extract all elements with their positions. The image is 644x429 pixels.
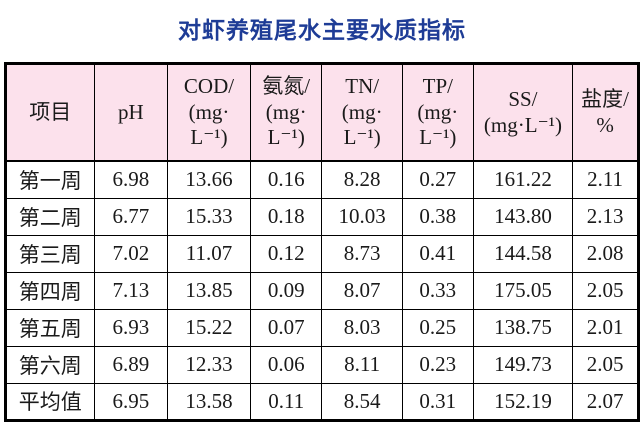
column-header-ph: pH	[93, 63, 169, 162]
table-cell: 0.18	[249, 197, 323, 236]
table-cell: 0.16	[249, 160, 323, 199]
table-cell: 6.93	[93, 308, 169, 347]
table-cell: 2.05	[572, 271, 639, 310]
table-cell: 161.22	[472, 160, 574, 199]
table-cell: 2.05	[572, 345, 639, 384]
table-cell: 0.38	[401, 197, 474, 236]
table-cell: 7.13	[93, 271, 169, 310]
table-cell: 6.95	[93, 382, 169, 421]
table-cell: 0.25	[401, 308, 474, 347]
table-cell: 0.07	[249, 308, 323, 347]
table-cell: 15.33	[167, 197, 251, 236]
table-row-week5: 第五周 6.93 15.22 0.07 8.03 0.25 138.75 2.0…	[5, 308, 639, 347]
table-cell: 13.58	[167, 382, 251, 421]
table-cell: 0.27	[401, 160, 474, 199]
table-header-row: 项目 pH COD/ (mg· L⁻¹) 氨氮/ (mg· L⁻¹) TN/ (…	[5, 63, 639, 162]
row-label: 第三周	[5, 234, 95, 273]
column-header-ss: SS/ (mg·L⁻¹)	[472, 63, 574, 162]
table-cell: 0.23	[401, 345, 474, 384]
table-cell: 15.22	[167, 308, 251, 347]
table-cell: 13.85	[167, 271, 251, 310]
table-cell: 8.03	[321, 308, 403, 347]
table-cell: 0.41	[401, 234, 474, 273]
table-cell: 0.11	[249, 382, 323, 421]
table-row-week6: 第六周 6.89 12.33 0.06 8.11 0.23 149.73 2.0…	[5, 345, 639, 384]
table-row-week2: 第二周 6.77 15.33 0.18 10.03 0.38 143.80 2.…	[5, 197, 639, 236]
table-cell: 0.33	[401, 271, 474, 310]
table-cell: 13.66	[167, 160, 251, 199]
table-cell: 0.06	[249, 345, 323, 384]
table-cell: 2.08	[572, 234, 639, 273]
table-cell: 6.77	[93, 197, 169, 236]
table-cell: 0.09	[249, 271, 323, 310]
table-cell: 138.75	[472, 308, 574, 347]
table-cell: 6.98	[93, 160, 169, 199]
column-header-salinity: 盐度/ %	[572, 63, 639, 162]
row-label: 第二周	[5, 197, 95, 236]
column-header-ammonia: 氨氮/ (mg· L⁻¹)	[249, 63, 323, 162]
table-cell: 12.33	[167, 345, 251, 384]
table-cell: 6.89	[93, 345, 169, 384]
column-header-tp: TP/ (mg· L⁻¹)	[401, 63, 474, 162]
column-header-item: 项目	[5, 63, 95, 162]
water-quality-table: 项目 pH COD/ (mg· L⁻¹) 氨氮/ (mg· L⁻¹) TN/ (…	[4, 62, 640, 422]
table-row-week4: 第四周 7.13 13.85 0.09 8.07 0.33 175.05 2.0…	[5, 271, 639, 310]
table-cell: 152.19	[472, 382, 574, 421]
table-cell: 8.28	[321, 160, 403, 199]
table-cell: 7.02	[93, 234, 169, 273]
table-cell: 2.11	[572, 160, 639, 199]
row-label: 第一周	[5, 160, 95, 199]
row-label: 第四周	[5, 271, 95, 310]
table-cell: 8.07	[321, 271, 403, 310]
table-cell: 149.73	[472, 345, 574, 384]
page-title: 对虾养殖尾水主要水质指标	[178, 17, 466, 43]
table-cell: 8.11	[321, 345, 403, 384]
table-cell: 2.07	[572, 382, 639, 421]
table-row-week1: 第一周 6.98 13.66 0.16 8.28 0.27 161.22 2.1…	[5, 160, 639, 199]
table-cell: 2.01	[572, 308, 639, 347]
table-cell: 175.05	[472, 271, 574, 310]
column-header-cod: COD/ (mg· L⁻¹)	[167, 63, 251, 162]
table-row-average: 平均值 6.95 13.58 0.11 8.54 0.31 152.19 2.0…	[5, 382, 639, 421]
row-label: 平均值	[5, 382, 95, 421]
table-cell: 0.31	[401, 382, 474, 421]
table-row-week3: 第三周 7.02 11.07 0.12 8.73 0.41 144.58 2.0…	[5, 234, 639, 273]
table-cell: 144.58	[472, 234, 574, 273]
column-header-tn: TN/ (mg· L⁻¹)	[321, 63, 403, 162]
table-cell: 143.80	[472, 197, 574, 236]
row-label: 第六周	[5, 345, 95, 384]
table-cell: 8.54	[321, 382, 403, 421]
table-cell: 0.12	[249, 234, 323, 273]
row-label: 第五周	[5, 308, 95, 347]
table-cell: 2.13	[572, 197, 639, 236]
table-cell: 11.07	[167, 234, 251, 273]
table-cell: 8.73	[321, 234, 403, 273]
table-cell: 10.03	[321, 197, 403, 236]
